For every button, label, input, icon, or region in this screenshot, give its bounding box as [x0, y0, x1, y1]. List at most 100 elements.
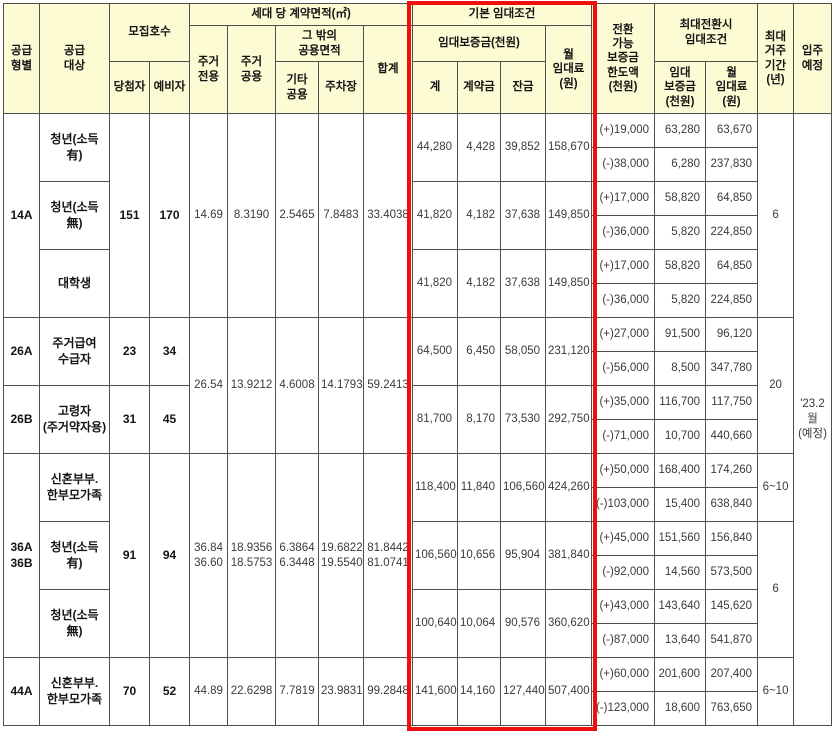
- monthly-rent-cell: 292,750: [545, 385, 593, 454]
- area-common-cell: 8.3190: [227, 113, 277, 318]
- area-etc-cell: 4.6008: [275, 317, 320, 454]
- conv-deposit-cell: 15,400: [654, 487, 707, 522]
- table-row: 26A 주거급여 수급자 23 34 26.54 13.9212 4.6008 …: [3, 317, 832, 454]
- conv-limit-cell: (-)71,000: [591, 419, 656, 454]
- conv-limit-cell: (-)123,000: [591, 691, 656, 726]
- header-deposit-down: 계약금: [457, 61, 502, 114]
- table-row: 청년(소득 無) 100,640 10,064 90,576 360,620 (…: [4, 589, 832, 658]
- table-row: 26B 고령자 (주거약자용) 31 45 81,700 8,170 73,53…: [3, 385, 832, 454]
- balance-cell: 37,638: [500, 249, 547, 318]
- area-private-cell: 36.84 36.60: [189, 453, 229, 658]
- conv-deposit-cell: 10,700: [654, 419, 707, 454]
- deposit-total-cell: 41,820: [412, 249, 459, 318]
- winners-cell: 151: [109, 113, 150, 318]
- conv-rent-cell: 207,400: [705, 657, 759, 692]
- area-parking-cell: 19.6822 19.5540: [318, 453, 365, 658]
- header-area-other-group: 그 밖의 공용면적: [275, 25, 365, 62]
- conv-rent-cell: 347,780: [705, 351, 759, 386]
- area-total-cell: 33.4038: [363, 113, 414, 318]
- monthly-rent-cell: 149,850: [545, 181, 593, 250]
- supply-type-cell: 14A: [3, 113, 40, 318]
- conv-rent-cell: 96,120: [705, 317, 759, 352]
- downpayment-cell: 8,170: [457, 385, 502, 454]
- target-cell: 고령자 (주거약자용): [39, 385, 110, 454]
- table-row: (-)36,000 5,820 224,850: [4, 215, 832, 250]
- deposit-total-cell: 106,560: [412, 521, 459, 590]
- conv-limit-cell: (-)92,000: [591, 555, 656, 590]
- area-etc-cell: 6.3864 6.3448: [275, 453, 320, 658]
- balance-cell: 95,904: [500, 521, 547, 590]
- winners-cell: 31: [109, 385, 150, 454]
- balance-cell: 58,050: [500, 317, 547, 386]
- target-cell: 신혼부부. 한부모가족: [39, 657, 110, 726]
- area-common-cell: 22.6298: [227, 657, 277, 726]
- target-cell: 신혼부부. 한부모가족: [39, 453, 110, 522]
- monthly-rent-cell: 231,120: [545, 317, 593, 386]
- conv-rent-cell: 63,670: [705, 113, 759, 148]
- conv-deposit-cell: 58,820: [654, 181, 707, 216]
- header-basic-rental-group: 기본 임대조건: [412, 3, 593, 26]
- monthly-rent-cell: 507,400: [545, 657, 593, 726]
- deposit-total-cell: 81,700: [412, 385, 459, 454]
- conv-limit-cell: (+)60,000: [591, 657, 656, 692]
- area-total-cell: 81.8442 81.0741: [363, 453, 414, 658]
- conv-deposit-cell: 6,280: [654, 147, 707, 182]
- conv-rent-cell: 541,870: [705, 623, 759, 658]
- stay-cell: 6~10: [757, 657, 795, 726]
- header-area-parking: 주차장: [318, 61, 365, 114]
- deposit-total-cell: 44,280: [412, 113, 459, 182]
- conv-limit-cell: (+)50,000: [591, 453, 656, 488]
- area-total-cell: 59.2413: [363, 317, 414, 454]
- conv-limit-cell: (+)45,000: [591, 521, 656, 556]
- header-max-rent: 월 임대료 (원): [705, 61, 759, 114]
- deposit-total-cell: 64,500: [412, 317, 459, 386]
- target-cell: 청년(소득 無): [39, 589, 110, 658]
- table-row: (-)92,000 14,560 573,500: [4, 555, 832, 590]
- monthly-rent-cell: 158,670: [545, 113, 593, 182]
- downpayment-cell: 4,182: [457, 181, 502, 250]
- stay-cell: 6: [757, 113, 795, 318]
- header-max-deposit: 임대 보증금 (천원): [654, 61, 707, 114]
- conv-limit-cell: (+)27,000: [591, 317, 656, 352]
- table-row: (-)123,000 18,600 763,650: [4, 691, 832, 726]
- conv-limit-cell: (+)19,000: [591, 113, 656, 148]
- area-total-cell: 99.2848: [363, 657, 414, 726]
- balance-cell: 37,638: [500, 181, 547, 250]
- conv-deposit-cell: 143,640: [654, 589, 707, 624]
- table-row: 청년(소득 無) 41,820 4,182 37,638 149,850 (+)…: [4, 181, 832, 250]
- supply-type-cell: 26A: [3, 317, 40, 386]
- balance-cell: 73,530: [500, 385, 547, 454]
- conv-rent-cell: 64,850: [705, 249, 759, 284]
- header-max-conversion-group: 최대전환시 임대조건: [654, 3, 759, 62]
- conv-deposit-cell: 151,560: [654, 521, 707, 556]
- deposit-total-cell: 100,640: [412, 589, 459, 658]
- reserves-cell: 52: [148, 657, 191, 726]
- conv-limit-cell: (-)56,000: [591, 351, 656, 386]
- deposit-total-cell: 141,600: [412, 657, 459, 726]
- area-common-cell: 13.9212: [227, 317, 277, 454]
- downpayment-cell: 11,840: [457, 453, 502, 522]
- movein-cell: '23.2월 (예정): [793, 113, 833, 726]
- conv-rent-cell: 440,660: [705, 419, 759, 454]
- header-area-private: 주거 전용: [189, 25, 229, 114]
- winners-cell: 23: [109, 317, 150, 386]
- monthly-rent-cell: 424,260: [545, 453, 593, 522]
- table-row: (-)71,000 10,700 440,660: [4, 419, 832, 454]
- balance-cell: 127,440: [500, 657, 547, 726]
- area-common-cell: 18.9356 18.5753: [227, 453, 277, 658]
- table-row: (-)36,000 5,820 224,850: [4, 283, 832, 318]
- conv-deposit-cell: 63,280: [654, 113, 707, 148]
- conv-limit-cell: (+)17,000: [591, 249, 656, 284]
- conv-rent-cell: 224,850: [705, 283, 759, 318]
- downpayment-cell: 14,160: [457, 657, 502, 726]
- area-private-cell: 44.89: [189, 657, 229, 726]
- supply-type-cell: 44A: [3, 657, 40, 726]
- reserves-cell: 45: [148, 385, 191, 454]
- conv-deposit-cell: 14,560: [654, 555, 707, 590]
- target-cell: 청년(소득 有): [39, 113, 110, 182]
- conv-rent-cell: 763,650: [705, 691, 759, 726]
- conv-rent-cell: 64,850: [705, 181, 759, 216]
- conv-deposit-cell: 91,500: [654, 317, 707, 352]
- header-reserves: 예비자: [148, 61, 191, 114]
- table-row: 대학생 41,820 4,182 37,638 149,850 (+)17,00…: [4, 249, 832, 318]
